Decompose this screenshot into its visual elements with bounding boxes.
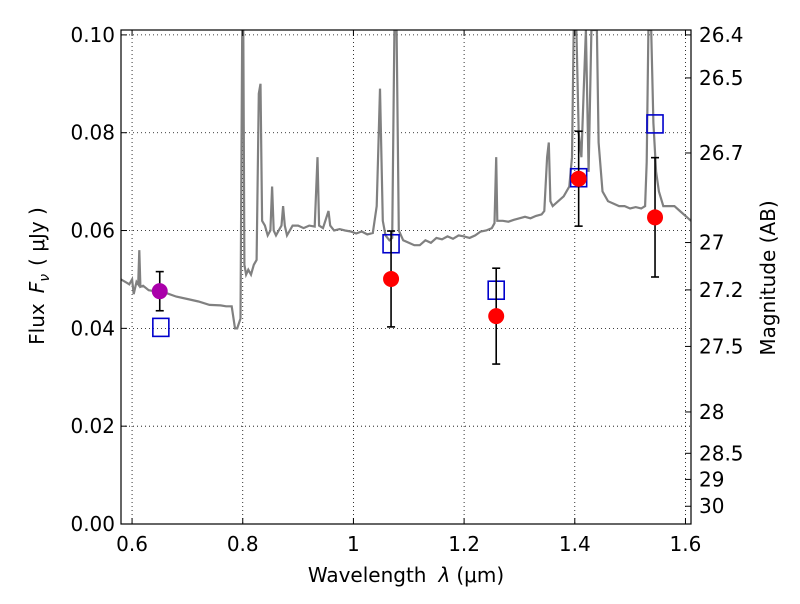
x-tick-label: 1.6 — [670, 532, 702, 556]
axis-ticks: 0.6 0.8 1 1.2 1.4 1.6 0.00 0.02 0.04 0.06 0.08 0.10… — [70, 23, 743, 556]
y-tick-label: 0.04 — [70, 316, 115, 340]
y-axis-title: FluxFν( μJy ) — [25, 207, 53, 345]
right-tick-label: 27.5 — [699, 334, 744, 358]
right-tick-label: 26.7 — [699, 141, 744, 165]
y-tick-label: 0.08 — [70, 121, 115, 145]
right-tick-label: 27.2 — [699, 278, 744, 302]
right-axis-title: Magnitude (AB) — [756, 200, 780, 355]
y-tick-label: 0.10 — [70, 23, 115, 47]
right-tick-label: 27 — [699, 231, 724, 255]
right-tick-label: 26.5 — [699, 66, 744, 90]
x-axis-title: Wavelength λ (μm) — [308, 563, 504, 587]
y-tick-label: 0.06 — [70, 219, 115, 243]
x-tick-label: 0.6 — [116, 532, 148, 556]
observed-point — [383, 270, 400, 287]
observed-point — [570, 170, 587, 187]
right-tick-label: 28 — [699, 400, 724, 424]
right-tick-label: 28.5 — [699, 441, 744, 465]
right-tick-label: 30 — [699, 494, 724, 518]
y-tick-label: 0.02 — [70, 414, 115, 438]
observed-point — [647, 209, 664, 226]
x-tick-label: 1.4 — [559, 532, 591, 556]
x-tick-label: 0.8 — [227, 532, 259, 556]
x-tick-label: 1 — [347, 532, 360, 556]
axes-frame — [120, 29, 692, 525]
plot-area — [121, 30, 691, 365]
observed-point — [488, 308, 505, 325]
right-tick-label: 26.4 — [699, 23, 744, 47]
right-tick-label: 29 — [699, 467, 724, 491]
x-tick-label: 1.2 — [448, 532, 480, 556]
optical-point — [151, 283, 168, 300]
model-photometry-square — [646, 114, 664, 134]
model-photometry-square — [152, 317, 170, 338]
y-tick-label: 0.00 — [70, 512, 115, 536]
model-spectrum-line — [121, 30, 691, 330]
grid-lines — [121, 30, 691, 525]
